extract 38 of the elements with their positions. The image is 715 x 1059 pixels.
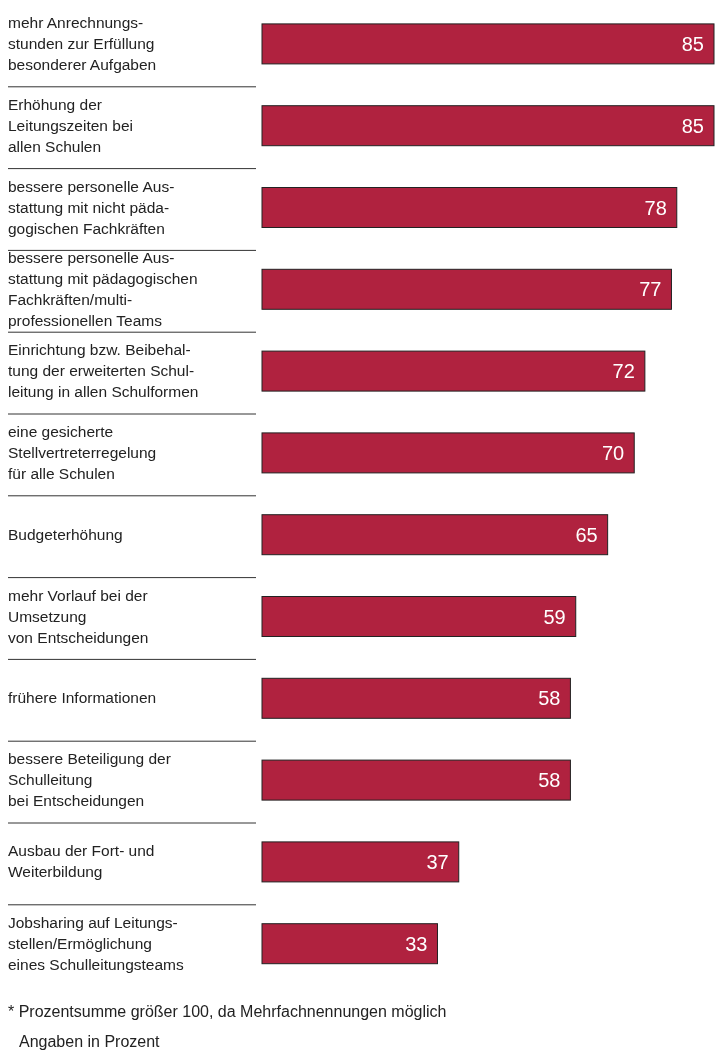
data-label: 37	[426, 850, 449, 873]
data-label: 58	[538, 687, 561, 710]
y-tick-label: Ausbau der Fort- und Weiterbildung	[8, 842, 155, 881]
y-tick-label: Einrichtung bzw. Beibehal- tung der erweiterten Schul- leitung in allen Schulformen	[8, 341, 199, 401]
y-tick-label: mehr Vorlauf bei der Umsetzung von Entscheidungen	[8, 586, 149, 646]
y-tick-label: bessere Beteiligung der Schulleitung bei Entscheidungen	[8, 750, 171, 810]
y-tick-label: Erhöhung der Leitungszeiten bei allen Schulen	[8, 95, 133, 155]
y-tick-label: mehr Anrechnungs- stunden zur Erfüllung besonderer Aufgaben	[8, 13, 157, 73]
data-label: 70	[601, 441, 625, 464]
bar	[261, 432, 635, 474]
y-tick-label: frühere Informationen	[8, 689, 157, 707]
bar	[261, 677, 571, 719]
data-label: 59	[543, 605, 566, 628]
text: Angaben in Prozent	[19, 1032, 161, 1050]
bar	[261, 841, 460, 883]
data-label: 85	[681, 114, 704, 137]
bar	[261, 759, 571, 801]
bar	[261, 23, 715, 65]
bar	[261, 514, 609, 556]
data-label: 58	[538, 769, 561, 792]
bar	[261, 187, 678, 228]
y-tick-label: eine gesicherte Stellvertreterregelung für alle Schulen	[8, 422, 157, 482]
data-label: 77	[639, 278, 662, 301]
bar	[261, 350, 646, 392]
y-tick-label: bessere personelle Aus- stattung mit nicht päda- gogischen Fachkräften	[8, 177, 175, 237]
data-label: 72	[612, 360, 635, 383]
bar	[261, 268, 672, 310]
data-label: 33	[405, 932, 428, 955]
y-tick-label: Jobsharing auf Leitungs- stellen/Ermöglichung eines Schulleitungsteams	[8, 913, 185, 973]
text: * Prozentsumme größer 100, da Mehrfachnennungen möglich	[8, 1002, 447, 1020]
data-label: 85	[681, 32, 704, 55]
data-label: 65	[575, 523, 598, 546]
bar	[261, 596, 577, 637]
y-tick-label: bessere personelle Aus- stattung mit pädagogischen Fachkräften/multi- professionellen Teams	[8, 248, 198, 329]
data-label: 78	[644, 196, 667, 219]
y-tick-label: Budgeterhöhung	[8, 525, 123, 543]
bar	[261, 105, 715, 147]
bar	[261, 923, 438, 965]
